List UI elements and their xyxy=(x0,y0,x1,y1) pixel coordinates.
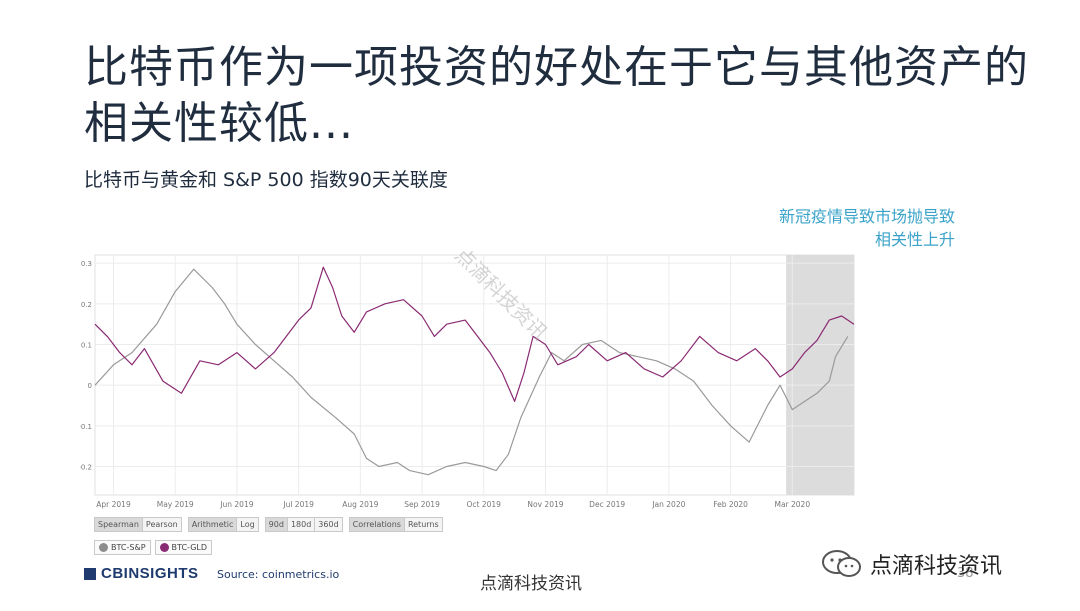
legend-label-btc-sp: BTC-S&P xyxy=(111,543,146,552)
y-tick-label: 0.1 xyxy=(81,341,92,349)
wechat-account-badge: 点滴科技资讯 xyxy=(820,548,1002,580)
mode-group: Correlations Returns xyxy=(348,517,443,532)
legend-dot-gray xyxy=(99,543,108,552)
cbinsights-logo: CBINSIGHTS xyxy=(84,565,199,582)
y-tick-label: 0 xyxy=(88,382,92,390)
scale-group: Arithmetic Log xyxy=(187,517,259,532)
y-tick-label: 0.3 xyxy=(81,260,92,268)
brand-name: CBINSIGHTS xyxy=(101,565,199,582)
source-note: Source: coinmetrics.io xyxy=(217,568,340,581)
cbinsights-logo-icon xyxy=(84,567,96,580)
window-180d-button[interactable]: 180d xyxy=(288,518,316,531)
legend-btc-gld[interactable]: BTC-GLD xyxy=(154,540,213,555)
y-tick-label: -0.1 xyxy=(80,423,92,431)
page-number: 38 xyxy=(957,566,974,581)
x-tick-label: Sep 2019 xyxy=(404,500,440,509)
legend-btc-sp[interactable]: BTC-S&P xyxy=(94,540,151,555)
annotation-line-2: 相关性上升 xyxy=(874,230,955,249)
x-tick-label: Jul 2019 xyxy=(282,500,314,509)
series-line-btc-gld xyxy=(94,266,855,402)
annotation-line-1: 新冠疫情导致市场抛导致 xyxy=(778,207,955,226)
pearson-button[interactable]: Pearson xyxy=(145,520,178,529)
correlation-chart: 0.3 0.2 0.1 0 -0.1 -0.2 Apr 2019 May 2019 Jun 20… xyxy=(80,254,855,509)
spearman-button[interactable]: Spearman xyxy=(95,518,143,531)
legend-label-btc-gld: BTC-GLD xyxy=(171,543,208,552)
chart-subtitle: 比特币与黄金和 S&P 500 指数90天关联度 xyxy=(84,169,448,191)
x-tick-label: Jun 2019 xyxy=(219,500,253,509)
page-title: 比特币作为一项投资的好处在于它与其他资产的相关性较低... xyxy=(84,42,1029,149)
wechat-account-name: 点滴科技资讯 xyxy=(870,554,1003,579)
returns-button[interactable]: Returns xyxy=(407,520,439,529)
bottom-watermark: 点滴科技资讯 xyxy=(480,574,582,594)
covid-shaded-region xyxy=(786,255,854,495)
correlation-method-group: Spearman Pearson xyxy=(94,517,182,532)
arithmetic-button[interactable]: Arithmetic xyxy=(188,518,238,531)
series-line-btc-sp xyxy=(94,268,849,476)
y-tick-label: -0.2 xyxy=(80,464,92,472)
x-tick-label: May 2019 xyxy=(157,500,194,509)
x-tick-label: Dec 2019 xyxy=(589,500,625,509)
plot-area xyxy=(94,254,855,496)
correlations-button[interactable]: Correlations xyxy=(349,518,405,531)
x-tick-label: Nov 2019 xyxy=(527,500,563,509)
window-90d-button[interactable]: 90d xyxy=(265,518,288,531)
window-360d-button[interactable]: 360d xyxy=(318,520,339,529)
x-tick-label: Oct 2019 xyxy=(467,500,502,509)
chart-controls: Spearman Pearson Arithmetic Log 90d 180d… xyxy=(94,517,443,532)
covid-annotation: 新冠疫情导致市场抛导致 相关性上升 xyxy=(695,205,955,251)
x-tick-label: Aug 2019 xyxy=(342,500,378,509)
y-tick-label: 0.2 xyxy=(81,301,92,309)
x-tick-label: Feb 2020 xyxy=(713,500,748,509)
chart-legend: BTC-S&P BTC-GLD xyxy=(94,540,213,555)
x-tick-label: Apr 2019 xyxy=(96,500,131,509)
wechat-icon xyxy=(822,550,861,577)
x-tick-label: Jan 2020 xyxy=(651,500,685,509)
log-button[interactable]: Log xyxy=(240,520,255,529)
legend-dot-purple xyxy=(159,543,169,552)
x-tick-label: Mar 2020 xyxy=(774,500,810,509)
window-group: 90d 180d 360d xyxy=(264,517,343,532)
